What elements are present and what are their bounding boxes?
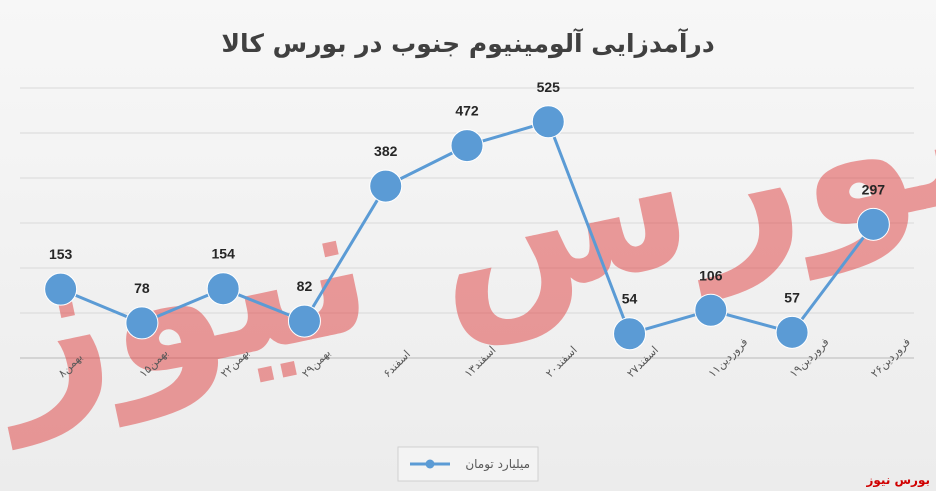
watermark-logo: بورس نیوز <box>0 22 936 451</box>
data-points <box>44 105 890 351</box>
data-label: 106 <box>699 267 723 283</box>
data-label: 78 <box>134 280 150 296</box>
data-point <box>206 272 240 306</box>
data-label: 153 <box>49 246 73 262</box>
source-brand: بورس نیوز <box>865 473 930 488</box>
data-label: 382 <box>374 143 398 159</box>
data-label: 525 <box>537 79 561 95</box>
data-label: 82 <box>297 278 313 294</box>
data-point <box>44 272 78 306</box>
svg-text:بورس نیوز: بورس نیوز <box>0 22 936 451</box>
data-point <box>531 105 565 139</box>
legend-label: میلیارد تومان <box>465 457 530 472</box>
data-point <box>694 293 728 327</box>
data-point <box>856 207 890 241</box>
data-point <box>613 317 647 351</box>
data-point <box>125 306 159 340</box>
x-tick-label: ۲۰اسفند <box>543 344 580 381</box>
data-label: 472 <box>455 103 479 119</box>
data-label: 54 <box>622 291 638 307</box>
data-label: 297 <box>862 181 886 197</box>
chart-title: درآمدزایی آلومینیوم جنوب در بورس کالا <box>221 28 714 59</box>
data-label: 57 <box>784 289 800 305</box>
data-label: 154 <box>212 246 236 262</box>
legend: میلیارد تومان <box>397 446 539 482</box>
data-point <box>369 169 403 203</box>
data-point <box>775 315 809 349</box>
data-point <box>287 304 321 338</box>
data-point <box>450 129 484 163</box>
data-labels: 153 78 154 82 382 472 525 54 106 57 297 <box>49 79 885 307</box>
legend-marker-swatch <box>425 459 435 469</box>
